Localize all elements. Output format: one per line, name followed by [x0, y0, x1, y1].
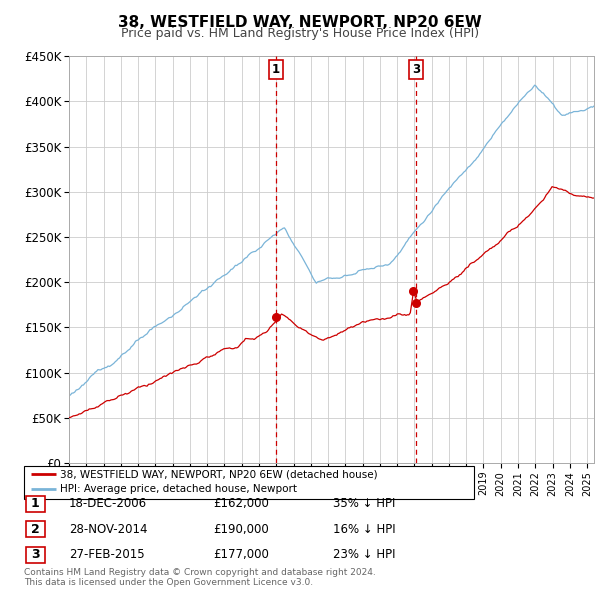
FancyBboxPatch shape: [26, 522, 45, 537]
Text: 3: 3: [412, 63, 421, 76]
Text: 35% ↓ HPI: 35% ↓ HPI: [333, 497, 395, 510]
Text: 27-FEB-2015: 27-FEB-2015: [69, 548, 145, 561]
Text: 2: 2: [31, 523, 40, 536]
Text: 38, WESTFIELD WAY, NEWPORT, NP20 6EW (detached house): 38, WESTFIELD WAY, NEWPORT, NP20 6EW (de…: [60, 469, 377, 479]
Text: £190,000: £190,000: [213, 523, 269, 536]
Text: Price paid vs. HM Land Registry's House Price Index (HPI): Price paid vs. HM Land Registry's House …: [121, 27, 479, 40]
Text: 1: 1: [271, 63, 280, 76]
Text: 3: 3: [31, 548, 40, 561]
Text: £162,000: £162,000: [213, 497, 269, 510]
FancyBboxPatch shape: [26, 496, 45, 512]
Text: 18-DEC-2006: 18-DEC-2006: [69, 497, 147, 510]
FancyBboxPatch shape: [26, 547, 45, 562]
Text: 23% ↓ HPI: 23% ↓ HPI: [333, 548, 395, 561]
Text: £177,000: £177,000: [213, 548, 269, 561]
Text: 1: 1: [31, 497, 40, 510]
Text: 38, WESTFIELD WAY, NEWPORT, NP20 6EW: 38, WESTFIELD WAY, NEWPORT, NP20 6EW: [118, 15, 482, 30]
Text: HPI: Average price, detached house, Newport: HPI: Average price, detached house, Newp…: [60, 484, 297, 494]
Text: Contains HM Land Registry data © Crown copyright and database right 2024.
This d: Contains HM Land Registry data © Crown c…: [24, 568, 376, 587]
Text: 16% ↓ HPI: 16% ↓ HPI: [333, 523, 395, 536]
Text: 28-NOV-2014: 28-NOV-2014: [69, 523, 148, 536]
FancyBboxPatch shape: [24, 466, 474, 499]
